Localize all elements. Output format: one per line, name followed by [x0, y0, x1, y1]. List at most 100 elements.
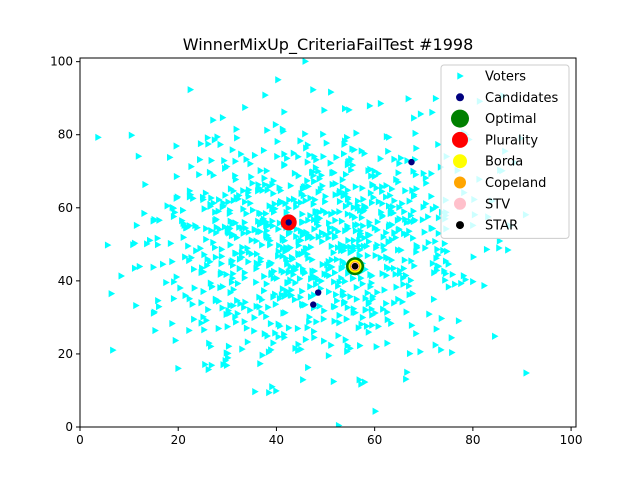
candidate-marker: [285, 219, 292, 226]
voter-point: [299, 210, 306, 218]
voter-point: [438, 314, 446, 323]
voter-point: [131, 264, 139, 272]
voter-point: [259, 351, 267, 359]
voter-point: [339, 257, 347, 265]
voter-point: [185, 242, 192, 250]
voter-point: [374, 218, 382, 226]
voter-point: [373, 184, 381, 192]
voter-point: [224, 323, 232, 331]
voter-point: [233, 234, 241, 242]
voter-point: [354, 221, 362, 229]
voter-point: [327, 159, 335, 167]
voter-point: [281, 150, 288, 158]
voter-point: [151, 215, 158, 224]
voter-point: [207, 279, 215, 287]
voter-point: [309, 267, 316, 275]
voter-point: [202, 189, 210, 197]
voter-point: [344, 133, 351, 142]
voter-point: [180, 233, 188, 241]
voter-point: [216, 196, 223, 204]
voter-point: [369, 293, 377, 301]
voter-point: [232, 249, 239, 257]
voter-point: [230, 196, 238, 205]
voter-point: [396, 225, 403, 233]
candidate-marker: [408, 158, 415, 166]
voter-point: [356, 237, 363, 245]
y-tick-label: 80: [58, 128, 73, 142]
voter-point: [435, 214, 443, 222]
voter-point: [368, 172, 375, 180]
voter-point: [366, 231, 374, 239]
voter-point: [118, 272, 125, 280]
voter-point: [333, 153, 340, 162]
voter-point: [362, 306, 370, 314]
voter-point: [435, 262, 443, 270]
voter-point: [256, 293, 263, 301]
voter-point: [199, 193, 207, 201]
voter-point: [243, 210, 250, 218]
voter-point: [364, 289, 372, 297]
voter-point: [347, 293, 354, 301]
voter-point: [271, 200, 279, 208]
voter-point: [297, 199, 305, 207]
voter-point: [220, 199, 227, 207]
voter-point: [275, 76, 282, 84]
voter-point: [264, 186, 272, 194]
voter-point: [233, 318, 240, 326]
voter-point: [375, 198, 383, 206]
legend-marker-plurality: [452, 131, 468, 148]
voter-point: [223, 270, 231, 279]
voter-point: [204, 134, 212, 142]
voter-point: [332, 180, 340, 188]
voter-point: [262, 181, 269, 189]
voter-point: [276, 184, 284, 192]
voter-point: [357, 246, 364, 254]
voter-point: [410, 217, 418, 226]
voter-point: [270, 339, 277, 347]
voter-point: [275, 247, 283, 256]
voter-point: [311, 333, 318, 342]
voter-point: [152, 326, 159, 335]
voter-point: [358, 214, 366, 222]
voter-point: [247, 306, 254, 314]
voter-point: [358, 320, 366, 328]
voter-point: [156, 303, 163, 311]
voter-point: [330, 377, 338, 386]
voter-point: [331, 225, 338, 233]
voter-point: [470, 253, 478, 261]
voter-point: [287, 182, 295, 190]
voter-point: [186, 193, 194, 201]
voter-point: [311, 225, 318, 233]
voter-point: [355, 197, 362, 205]
y-tick-label: 20: [58, 347, 73, 361]
voter-point: [331, 317, 339, 325]
candidate-marker: [314, 289, 322, 296]
voter-point: [389, 185, 396, 193]
voter-point: [432, 237, 439, 246]
voter-point: [312, 273, 320, 282]
voter-point: [330, 168, 338, 176]
voter-point: [95, 133, 102, 141]
voter-point: [341, 299, 348, 307]
voter-point: [353, 283, 361, 292]
voter-point: [204, 261, 211, 270]
voter-point: [170, 295, 178, 303]
voter-point: [270, 293, 277, 301]
legend-marker-copeland: [454, 176, 466, 189]
voter-point: [383, 229, 390, 237]
y-tick-label: 60: [58, 201, 73, 215]
voter-point: [438, 346, 445, 354]
voter-point: [269, 217, 276, 225]
voter-point: [264, 126, 271, 134]
markers-layer: [280, 158, 415, 308]
voter-point: [275, 225, 282, 233]
voter-point: [381, 246, 388, 254]
voter-point: [358, 147, 366, 155]
voter-point: [280, 309, 287, 317]
voter-point: [311, 327, 318, 336]
voter-point: [400, 280, 407, 288]
voter-point: [335, 227, 342, 236]
voter-point: [355, 324, 363, 332]
voter-point: [350, 236, 358, 245]
voter-point: [218, 268, 225, 277]
